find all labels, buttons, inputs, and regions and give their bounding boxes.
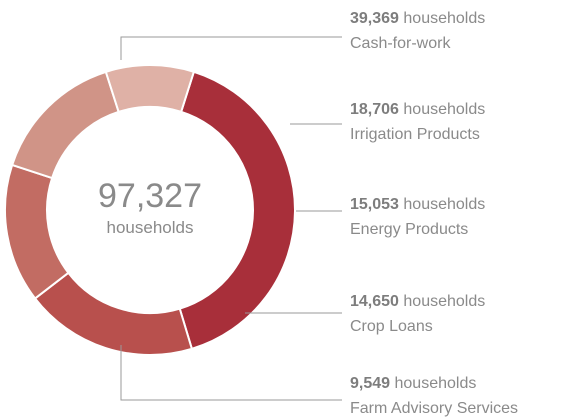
slice-value-label: 39,369 (350, 10, 399, 27)
slice-energy-products (4, 163, 70, 300)
label-farm-advisory-services: 9,549 households Farm Advisory Services (350, 374, 571, 419)
slice-crop-loans (10, 70, 120, 180)
slice-name-label: Energy Products (350, 221, 469, 238)
slice-name-label: Crop Loans (350, 318, 433, 335)
total-unit: households (106, 218, 194, 237)
unit-label: households (403, 293, 486, 310)
unit-label: households (403, 10, 486, 27)
slice-cash-for-work (178, 70, 296, 351)
slice-value-label: 9,549 (350, 375, 391, 392)
slice-value-label: 18,706 (350, 101, 399, 118)
slice-name-label: Cash-for-work (350, 35, 451, 52)
donut-slices (4, 64, 296, 356)
leader-lines (120, 36, 342, 401)
slice-value-label: 14,650 (350, 293, 399, 310)
leader-cash-for-work (120, 36, 342, 60)
label-cash-for-work: 39,369 households Cash-for-work (350, 9, 571, 54)
leader-farm-advisory-services (120, 345, 342, 401)
slice-name-label: Farm Advisory Services (350, 400, 519, 417)
unit-label: households (403, 196, 486, 213)
label-energy-products: 15,053 households Energy Products (350, 195, 571, 240)
slice-farm-advisory-services (104, 64, 196, 114)
total-value: 97,327 (98, 177, 202, 215)
slice-value-label: 15,053 (350, 196, 399, 213)
label-irrigation-products: 18,706 households Irrigation Products (350, 100, 571, 145)
slice-name-label: Irrigation Products (350, 126, 480, 143)
unit-label: households (403, 101, 486, 118)
label-crop-loans: 14,650 households Crop Loans (350, 292, 571, 337)
unit-label: households (394, 375, 477, 392)
slice-irrigation-products (33, 271, 194, 356)
